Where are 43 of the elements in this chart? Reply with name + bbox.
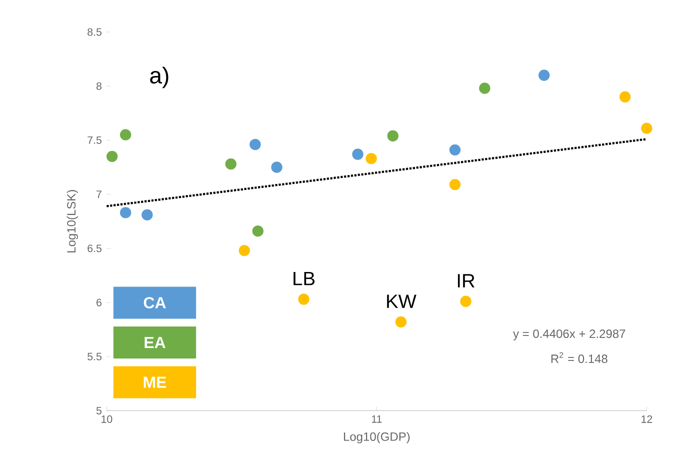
x-tick-label: 11	[372, 415, 382, 423]
point	[225, 158, 236, 170]
point	[619, 91, 631, 103]
y-axis-title: Log10(LSK)	[66, 190, 78, 252]
point	[271, 162, 282, 173]
point	[395, 316, 407, 328]
point	[538, 70, 550, 81]
x-axis-title: Log10(GDP)	[344, 432, 410, 444]
y-tick-label: 5	[96, 406, 102, 414]
text: ME	[144, 376, 166, 388]
text: EA	[144, 337, 166, 348]
y-tick-label: 8	[96, 82, 102, 90]
text: CA	[144, 297, 166, 308]
point	[387, 130, 398, 142]
point	[352, 148, 364, 160]
annotation: IR	[458, 274, 474, 288]
annotation: R$^{2}$ = 0.148	[551, 352, 608, 364]
x-tick-label: 10	[102, 415, 112, 423]
point	[106, 150, 118, 162]
annotation: a)	[150, 66, 168, 88]
y-tick-label: 6.5	[88, 244, 102, 252]
point	[479, 82, 490, 94]
point	[366, 152, 377, 164]
point	[120, 207, 132, 218]
point	[252, 225, 264, 237]
annotation: y = 0.4406x + 2.2987	[513, 329, 626, 340]
point	[238, 244, 250, 256]
point	[298, 294, 310, 305]
x-tick-label: 12	[642, 415, 652, 423]
y-tick-label: 6	[96, 298, 102, 306]
y-tick-label: 7	[96, 190, 102, 198]
point	[449, 178, 461, 190]
point	[142, 209, 153, 220]
annotation: KW	[387, 294, 416, 308]
point	[120, 129, 132, 140]
point	[250, 138, 261, 150]
annotation: LB	[294, 272, 314, 286]
y-tick-label: 7.5	[88, 136, 102, 144]
point	[449, 144, 461, 156]
y-tick-label: 8.5	[88, 28, 102, 36]
point	[460, 296, 472, 307]
point	[641, 122, 652, 134]
y-tick-label: 5.5	[88, 352, 102, 360]
